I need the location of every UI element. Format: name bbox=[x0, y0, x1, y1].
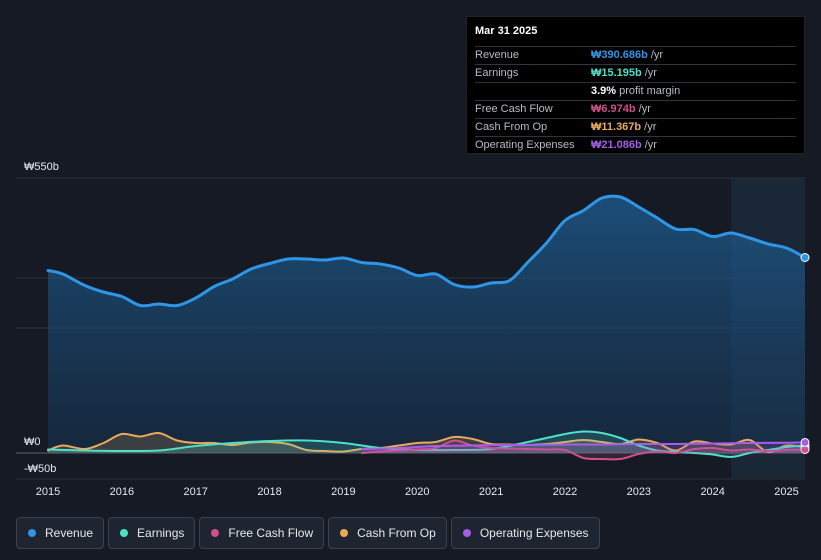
tooltip-row-label: Cash From Op bbox=[475, 121, 548, 133]
operating-expenses-end-point bbox=[800, 437, 810, 447]
tooltip-row: Operating Expenses ₩21.086b/yr bbox=[475, 137, 796, 154]
tooltip-row-value: ₩21.086b bbox=[591, 139, 642, 151]
x-axis-tick-label: 2020 bbox=[405, 486, 429, 498]
tooltip-row: Free Cash Flow ₩6.974b/yr bbox=[475, 101, 796, 119]
revenue-end-point bbox=[800, 253, 810, 262]
legend-item-operating-expenses[interactable]: Operating Expenses bbox=[450, 517, 600, 549]
legend-dot-icon bbox=[462, 529, 471, 537]
tooltip-date: Mar 31 2025 bbox=[475, 24, 796, 47]
y-axis-label: -₩50b bbox=[24, 463, 56, 475]
y-axis-label: ₩550b bbox=[24, 161, 59, 173]
tooltip-rows: Revenue ₩390.686b/yr Earnings ₩15.195b/yr 3.… bbox=[475, 47, 796, 154]
tooltip-row-value: 3.9% bbox=[591, 85, 617, 97]
earnings-area bbox=[48, 431, 805, 458]
legend-dot-icon bbox=[211, 529, 220, 537]
legend: Revenue Earnings Free Cash Flow Cash From O… bbox=[16, 517, 604, 549]
tooltip-row-value: ₩11.367b bbox=[591, 121, 642, 133]
revenue-line bbox=[46, 194, 807, 308]
tooltip-row-value: ₩6.974b bbox=[591, 103, 636, 115]
axis-labels: ₩550b ₩0 -₩50b 2015 2016 2017 2018 2019 2020 2021… bbox=[24, 161, 799, 498]
tooltip-row-label: Earnings bbox=[475, 67, 519, 79]
x-axis-tick-label: 2024 bbox=[700, 486, 724, 498]
legend-dot-icon bbox=[340, 529, 349, 537]
x-axis-tick-label: 2021 bbox=[479, 486, 503, 498]
tooltip-row-unit: /yr bbox=[644, 139, 657, 151]
tooltip-row-value: ₩15.195b bbox=[591, 67, 642, 79]
legend-item-earnings[interactable]: Earnings bbox=[108, 517, 196, 549]
y-axis-label: ₩0 bbox=[24, 436, 41, 448]
free-cash-flow-line bbox=[360, 439, 806, 461]
legend-item-label: Revenue bbox=[45, 526, 94, 540]
legend-item-label: Earnings bbox=[137, 526, 185, 540]
x-axis-tick-label: 2025 bbox=[774, 486, 798, 498]
free-cash-flow-area bbox=[361, 440, 805, 460]
tooltip-row-unit: /yr bbox=[650, 49, 664, 61]
tooltip-row-unit: profit margin bbox=[619, 85, 681, 97]
legend-item-label: Free Cash Flow bbox=[228, 526, 314, 540]
x-axis-tick-label: 2017 bbox=[183, 486, 207, 498]
operating-expenses-area bbox=[361, 442, 805, 453]
legend-item-label: Cash From Op bbox=[357, 526, 436, 540]
legend-item-revenue[interactable]: Revenue bbox=[16, 517, 105, 549]
data-tooltip: Mar 31 2025 Revenue ₩390.686b/yr Earnings ₩… bbox=[466, 16, 805, 154]
earnings-line bbox=[47, 430, 806, 459]
legend-item-free-cash-flow[interactable]: Free Cash Flow bbox=[199, 517, 325, 549]
tooltip-row: Revenue ₩390.686b/yr bbox=[475, 47, 796, 65]
tooltip-row-unit: /yr bbox=[644, 67, 657, 79]
legend-dot-icon bbox=[120, 529, 129, 537]
cash-from-op-line bbox=[47, 431, 806, 454]
legend-dot-icon bbox=[28, 529, 36, 537]
revenue-area bbox=[48, 196, 805, 453]
tooltip-row: Earnings ₩15.195b/yr bbox=[475, 65, 796, 83]
tooltip-row-label: Operating Expenses bbox=[475, 139, 575, 151]
x-axis-tick-label: 2023 bbox=[627, 486, 651, 498]
operating-expenses-line bbox=[360, 441, 806, 450]
x-axis-tick-label: 2015 bbox=[36, 486, 60, 498]
tooltip-row: 3.9% profit margin bbox=[475, 83, 796, 101]
x-axis-tick-label: 2018 bbox=[257, 486, 281, 498]
chart-area: ₩550b ₩0 -₩50b 2015 2016 2017 2018 2019 2020 2021… bbox=[16, 161, 810, 498]
x-axis-tick-label: 2022 bbox=[553, 486, 577, 498]
x-axis-tick-label: 2019 bbox=[331, 486, 355, 498]
tooltip-row: Cash From Op ₩11.367b/yr bbox=[475, 119, 796, 137]
tooltip-row-label: Revenue bbox=[475, 49, 520, 61]
tooltip-row-unit: /yr bbox=[638, 103, 651, 115]
series-layer bbox=[46, 194, 810, 461]
tooltip-row-label: Free Cash Flow bbox=[475, 103, 553, 115]
tooltip-row-unit: /yr bbox=[644, 121, 657, 133]
tooltip-row-value: ₩390.686b bbox=[591, 49, 648, 61]
legend-item-label: Operating Expenses bbox=[479, 526, 589, 540]
tooltip-row-label bbox=[475, 83, 591, 100]
x-axis-tick-label: 2016 bbox=[110, 486, 134, 498]
legend-item-cash-from-op[interactable]: Cash From Op bbox=[328, 517, 447, 549]
